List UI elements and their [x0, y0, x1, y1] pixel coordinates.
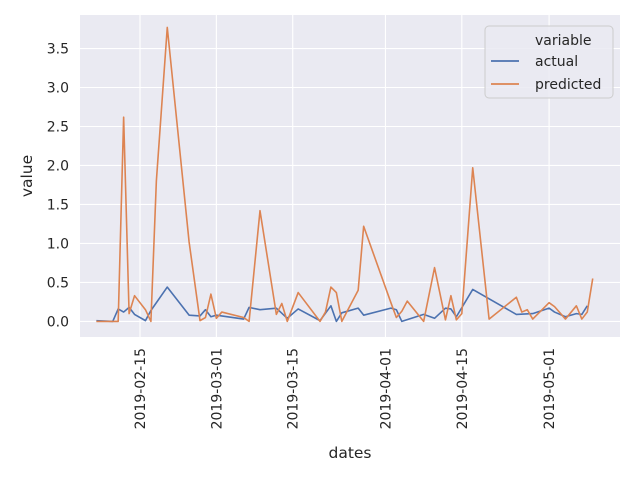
y-tick-label: 0.5 — [47, 275, 69, 291]
legend-label-predicted: predicted — [535, 77, 601, 93]
x-tick-label: 2019-05-01 — [542, 348, 558, 429]
y-tick-label: 2.0 — [47, 158, 69, 174]
y-axis-title: value — [18, 155, 36, 197]
x-tick-label: 2019-03-15 — [286, 348, 302, 429]
y-tick-label: 3.0 — [47, 81, 69, 97]
x-tick-label: 2019-02-15 — [133, 348, 149, 429]
y-tick-label: 0.0 — [47, 314, 69, 330]
y-tick-label: 1.5 — [47, 197, 69, 213]
series-line-predicted — [96, 26, 594, 323]
y-tick-label: 2.5 — [47, 119, 69, 135]
y-tick-label: 1.0 — [47, 236, 69, 252]
legend: variable actual predicted — [484, 25, 614, 99]
x-tick-labels: 2019-02-15 2019-03-01 2019-03-15 2019-04-01… — [133, 348, 558, 429]
y-tick-label: 3.5 — [47, 42, 69, 58]
x-tick-label: 2019-04-15 — [455, 348, 471, 429]
x-tick-label: 2019-03-01 — [209, 348, 225, 429]
legend-label-actual: actual — [535, 54, 578, 70]
x-tick-label: 2019-04-01 — [378, 348, 394, 429]
series-lines — [96, 26, 594, 323]
y-tick-labels: 0.0 0.5 1.0 1.5 2.0 2.5 3.0 3.5 — [47, 42, 69, 331]
legend-title: variable — [535, 33, 591, 49]
x-axis-title: dates — [328, 444, 371, 462]
legend-box — [484, 25, 614, 99]
